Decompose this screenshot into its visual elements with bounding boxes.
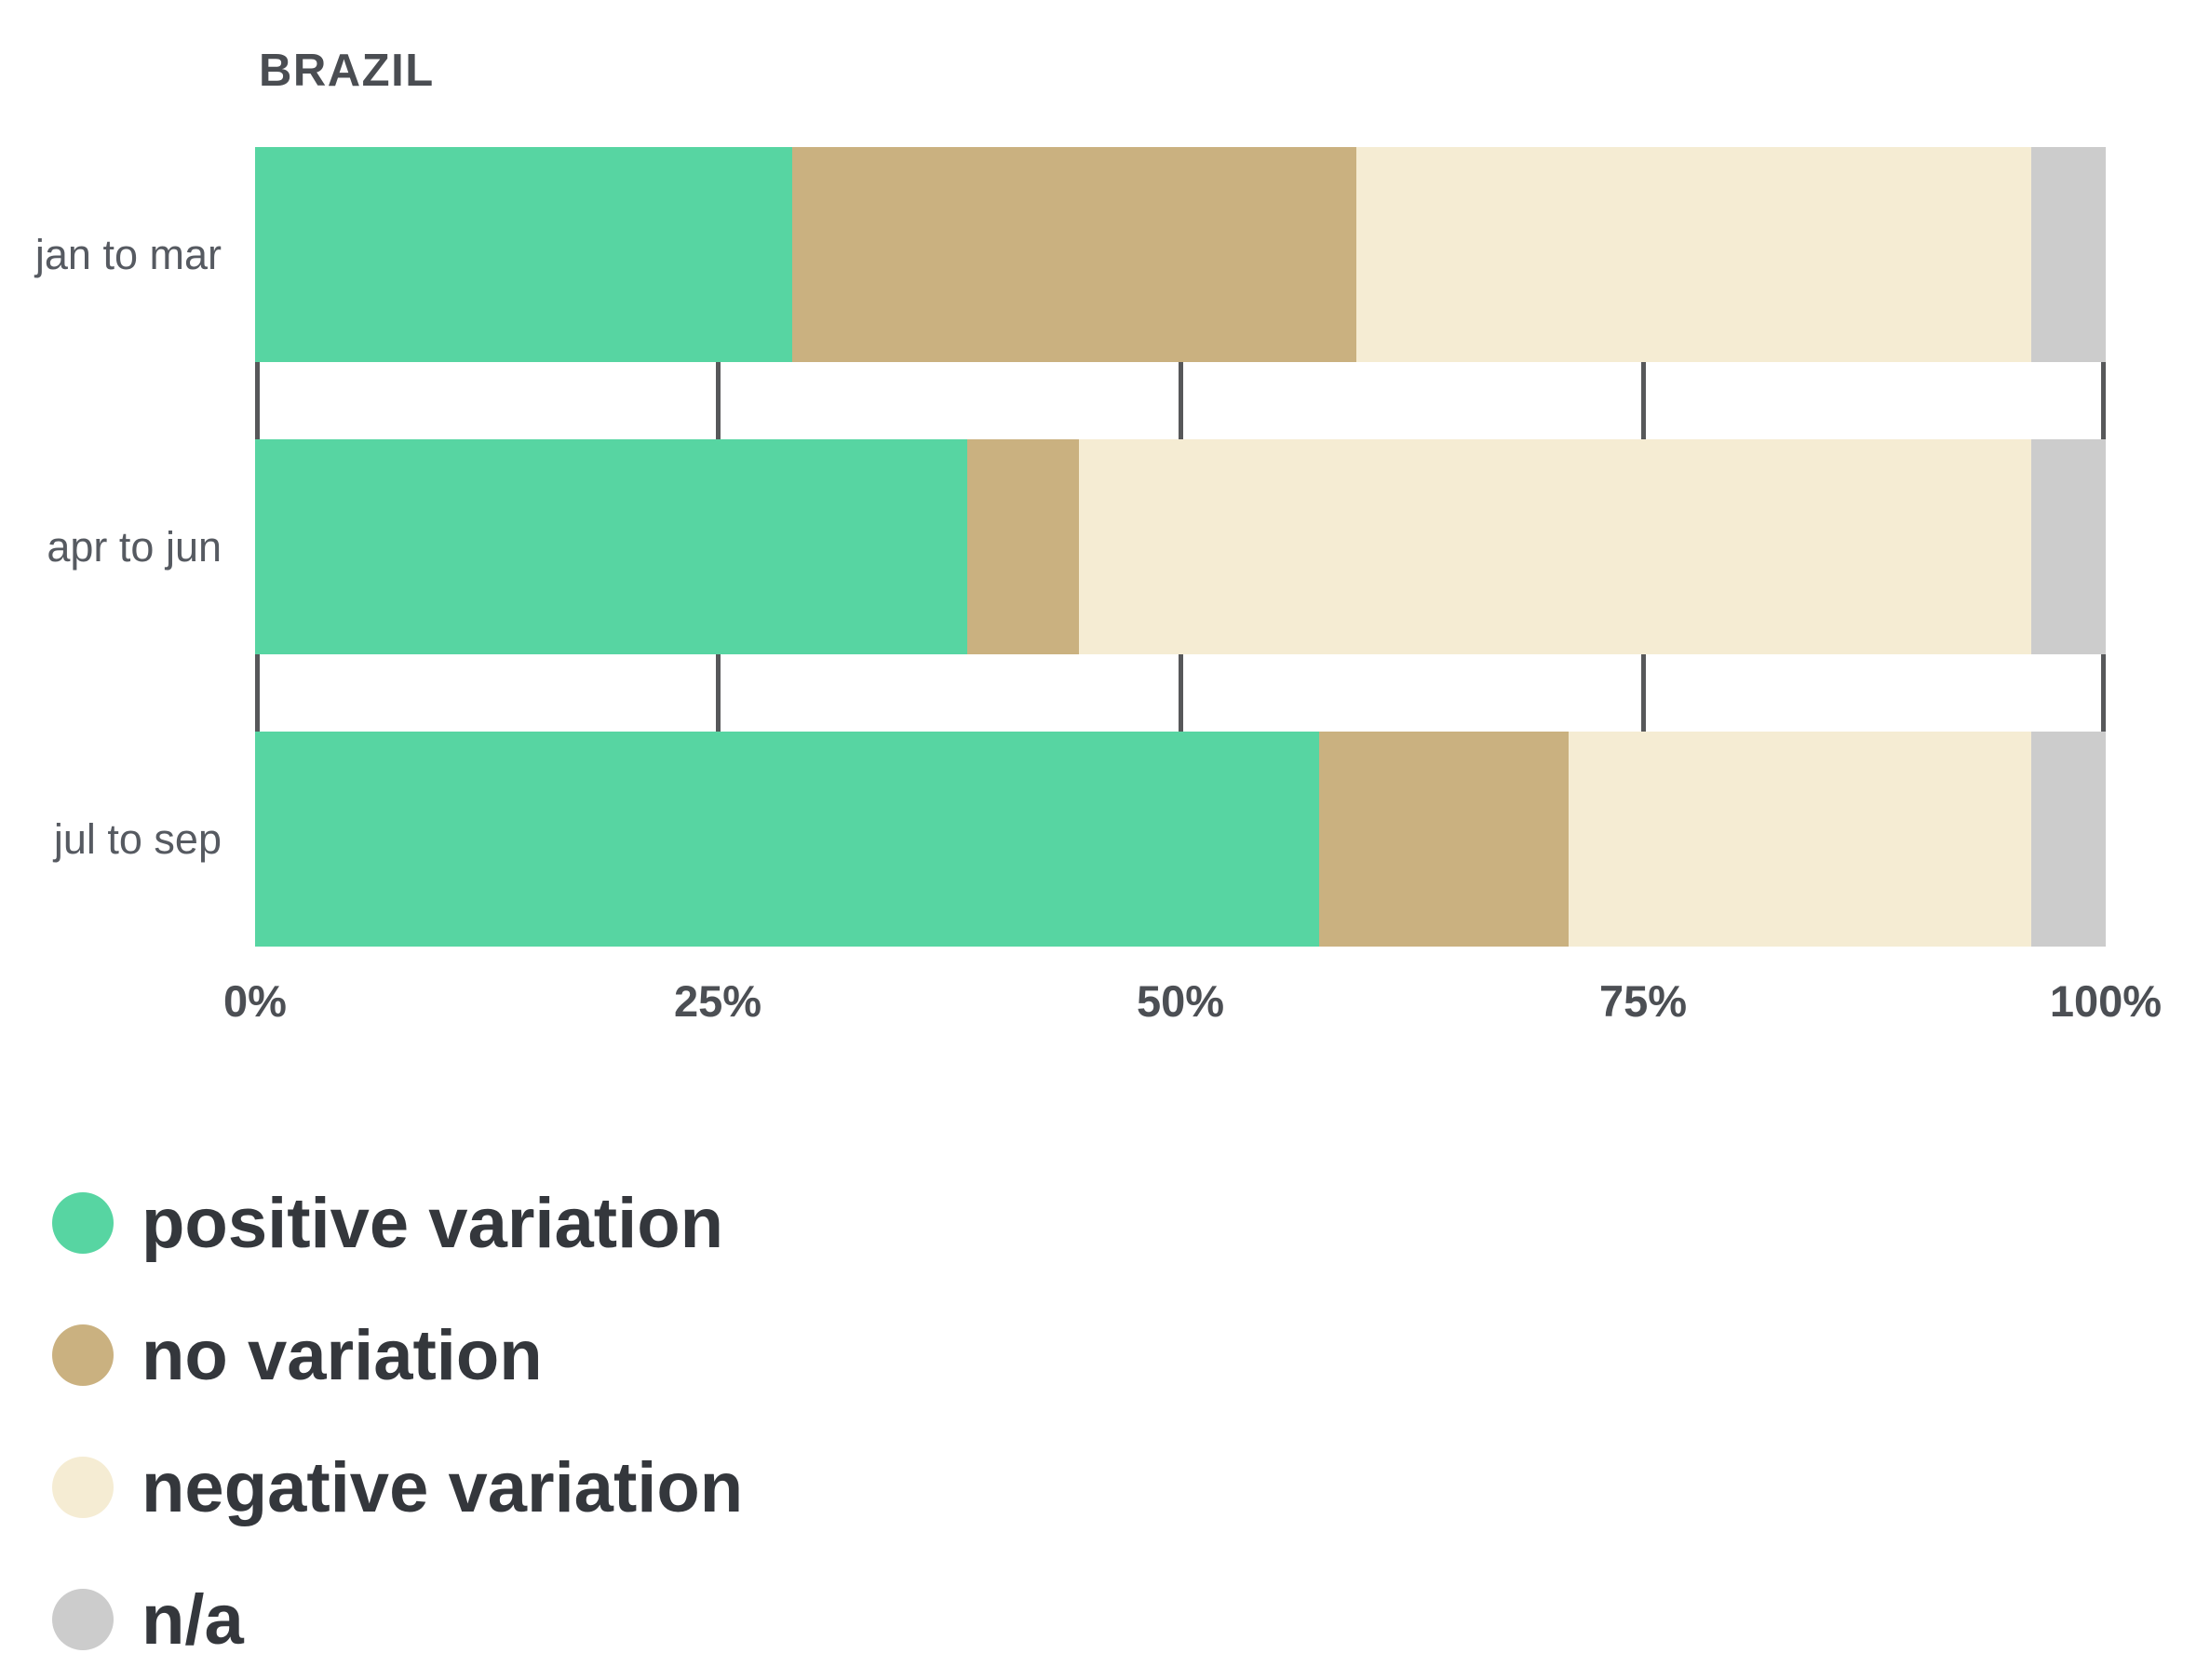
legend-item: no variation xyxy=(52,1310,543,1400)
bar-segment-negative-variation xyxy=(1078,439,2032,654)
bar-row xyxy=(255,732,2106,947)
axis-tick-line xyxy=(255,654,260,732)
legend-item: n/a xyxy=(52,1575,244,1664)
axis-tick-line xyxy=(1178,654,1183,732)
bar-segment-no-variation xyxy=(1319,732,1570,947)
bar-row xyxy=(255,439,2106,654)
bar-segment-negative-variation xyxy=(1355,147,2032,362)
category-label: jul to sep xyxy=(53,815,222,863)
legend-label: positive variation xyxy=(141,1183,724,1263)
bar-segment-positive-variation xyxy=(255,147,792,362)
bar-segment-positive-variation xyxy=(255,439,968,654)
legend-swatch-icon xyxy=(52,1192,114,1254)
bar-row xyxy=(255,147,2106,362)
x-axis-tick-label: 0% xyxy=(223,976,287,1026)
chart-title: BRAZIL xyxy=(259,46,435,96)
axis-tick-line xyxy=(715,654,721,732)
legend-swatch-icon xyxy=(52,1589,114,1650)
axis-tick-line xyxy=(2101,654,2106,732)
legend-item: positive variation xyxy=(52,1178,723,1268)
gap-row xyxy=(255,654,2106,732)
bar-segment-negative-variation xyxy=(1569,732,2032,947)
bar-segment-n-a xyxy=(2031,439,2106,654)
axis-tick-line xyxy=(255,362,260,439)
axis-tick-line xyxy=(1640,654,1646,732)
category-label: apr to jun xyxy=(47,523,222,571)
axis-tick-line xyxy=(715,362,721,439)
bar-segment-positive-variation xyxy=(255,732,1320,947)
bar-segment-no-variation xyxy=(967,439,1079,654)
x-axis-tick-label: 50% xyxy=(1136,976,1225,1026)
legend-label: negative variation xyxy=(141,1447,744,1527)
axis-tick-line xyxy=(1178,362,1183,439)
bar-segment-n-a xyxy=(2031,732,2106,947)
legend-swatch-icon xyxy=(52,1324,114,1386)
legend-swatch-icon xyxy=(52,1457,114,1518)
x-axis-tick-label: 75% xyxy=(1598,976,1688,1026)
category-label: jan to mar xyxy=(34,231,222,278)
gap-row xyxy=(255,362,2106,439)
bar-segment-no-variation xyxy=(791,147,1356,362)
legend-label: no variation xyxy=(141,1315,543,1395)
axis-tick-line xyxy=(1640,362,1646,439)
bar-segment-n-a xyxy=(2031,147,2106,362)
legend-label: n/a xyxy=(141,1579,244,1660)
legend-item: negative variation xyxy=(52,1443,743,1532)
x-axis-tick-label: 25% xyxy=(673,976,762,1026)
axis-tick-line xyxy=(2101,362,2106,439)
x-axis-tick-label: 100% xyxy=(2049,976,2163,1026)
